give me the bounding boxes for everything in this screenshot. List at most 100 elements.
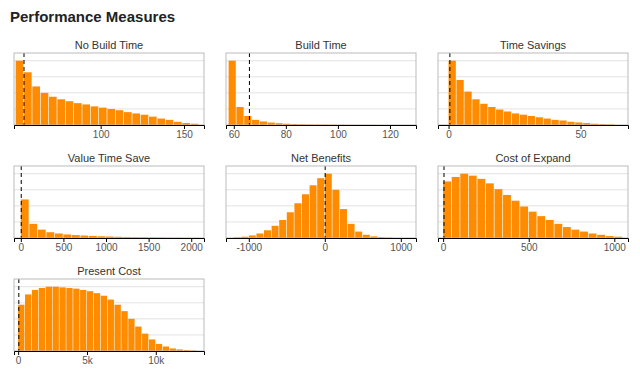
bar — [46, 232, 54, 238]
bar — [38, 230, 46, 238]
panel: Time Savings050 — [438, 39, 629, 140]
x-tick: 1000 — [390, 238, 413, 253]
x-axis: 05001000 — [439, 238, 629, 253]
bar — [559, 121, 566, 126]
bar — [287, 212, 294, 238]
plot-frame — [226, 53, 416, 125]
grid-line — [438, 60, 628, 61]
tick-label: 2000 — [181, 242, 204, 253]
bar — [496, 110, 503, 125]
bar — [59, 287, 65, 351]
x-tick: 0 — [441, 238, 447, 253]
plot-frame — [226, 166, 416, 238]
panel: Net Benefits-100001000 — [226, 152, 417, 253]
x-axis: 60 80 100 120 — [227, 125, 417, 140]
bar — [24, 72, 32, 125]
tick-label: 0 — [446, 129, 452, 140]
bar — [80, 290, 86, 351]
bar — [256, 234, 263, 239]
bar — [41, 93, 49, 125]
bar — [156, 344, 162, 351]
bar — [142, 334, 148, 351]
tick-label: 0 — [19, 242, 25, 253]
bar — [32, 86, 40, 125]
bar — [244, 116, 251, 125]
bar — [157, 119, 165, 125]
panel: Present Cost05k10k — [14, 265, 205, 366]
bar — [63, 234, 71, 238]
bar — [520, 115, 527, 125]
grid-line — [14, 173, 204, 174]
x-tick: 120 — [382, 125, 399, 140]
bar — [149, 339, 155, 351]
bar — [452, 177, 460, 238]
tick-label: -1000 — [237, 242, 263, 253]
grid-line — [14, 286, 204, 287]
plot-area — [234, 166, 393, 238]
panel: No Build Time100150 — [14, 39, 205, 140]
x-tick: 100 — [330, 125, 347, 140]
bar — [166, 120, 174, 125]
x-tick: 1500 — [138, 238, 161, 253]
bar — [348, 224, 355, 238]
bar — [536, 117, 543, 125]
plot-area — [21, 166, 199, 238]
bar — [121, 311, 127, 351]
x-tick: 1000 — [604, 238, 627, 253]
bar — [115, 305, 121, 351]
bar — [302, 194, 309, 238]
panel-title: Build Time — [295, 39, 346, 51]
panel: Cost of Expand05001000 — [438, 152, 629, 253]
reference-line — [24, 53, 25, 125]
plot-area — [443, 166, 622, 238]
bar — [99, 108, 107, 125]
bar — [163, 347, 169, 352]
x-axis: 0 50 — [439, 125, 629, 140]
plot-area — [229, 53, 377, 125]
bar — [325, 174, 332, 238]
tick-label: 80 — [281, 129, 293, 140]
tick-label: 50 — [575, 129, 587, 140]
figure-title: Performance Measures — [10, 8, 175, 25]
bar — [57, 99, 65, 125]
bar — [477, 179, 485, 238]
x-tick: 0 — [323, 238, 329, 253]
bar — [82, 104, 90, 125]
bar — [340, 209, 347, 238]
grid-line — [438, 76, 628, 77]
reference-line — [449, 53, 450, 125]
tick-label: 10k — [148, 355, 165, 366]
bar — [520, 207, 528, 239]
bar — [554, 224, 562, 238]
bar — [74, 103, 82, 125]
bar — [355, 232, 362, 238]
bar — [537, 216, 545, 238]
tick-label: 1500 — [138, 242, 161, 253]
panel-title: Cost of Expand — [495, 152, 570, 164]
bar — [101, 296, 107, 351]
bar — [317, 178, 324, 238]
x-axis: 05k10k — [15, 351, 205, 366]
x-tick: 60 — [229, 125, 241, 140]
figure: Performance MeasuresNo Build Time100150B… — [0, 0, 640, 373]
bar — [21, 199, 29, 238]
panel: Build Time 60 80 100 120 — [226, 39, 417, 140]
tick-label: 1000 — [604, 242, 627, 253]
bar — [49, 97, 57, 125]
bar — [469, 176, 477, 238]
x-tick: 2000 — [181, 238, 204, 253]
x-tick: 5k — [82, 351, 94, 366]
x-tick: 0 — [19, 238, 25, 253]
plot-frame — [438, 166, 628, 238]
bar — [551, 120, 558, 125]
tick-label: 0 — [323, 242, 329, 253]
grid-line — [226, 60, 416, 61]
panel-title: Present Cost — [77, 265, 141, 277]
tick-label: 0 — [441, 242, 447, 253]
bar — [563, 227, 571, 238]
bar — [128, 319, 134, 351]
axis-line — [15, 352, 205, 356]
bar — [53, 287, 59, 351]
bar — [87, 291, 93, 351]
bar — [149, 117, 157, 125]
